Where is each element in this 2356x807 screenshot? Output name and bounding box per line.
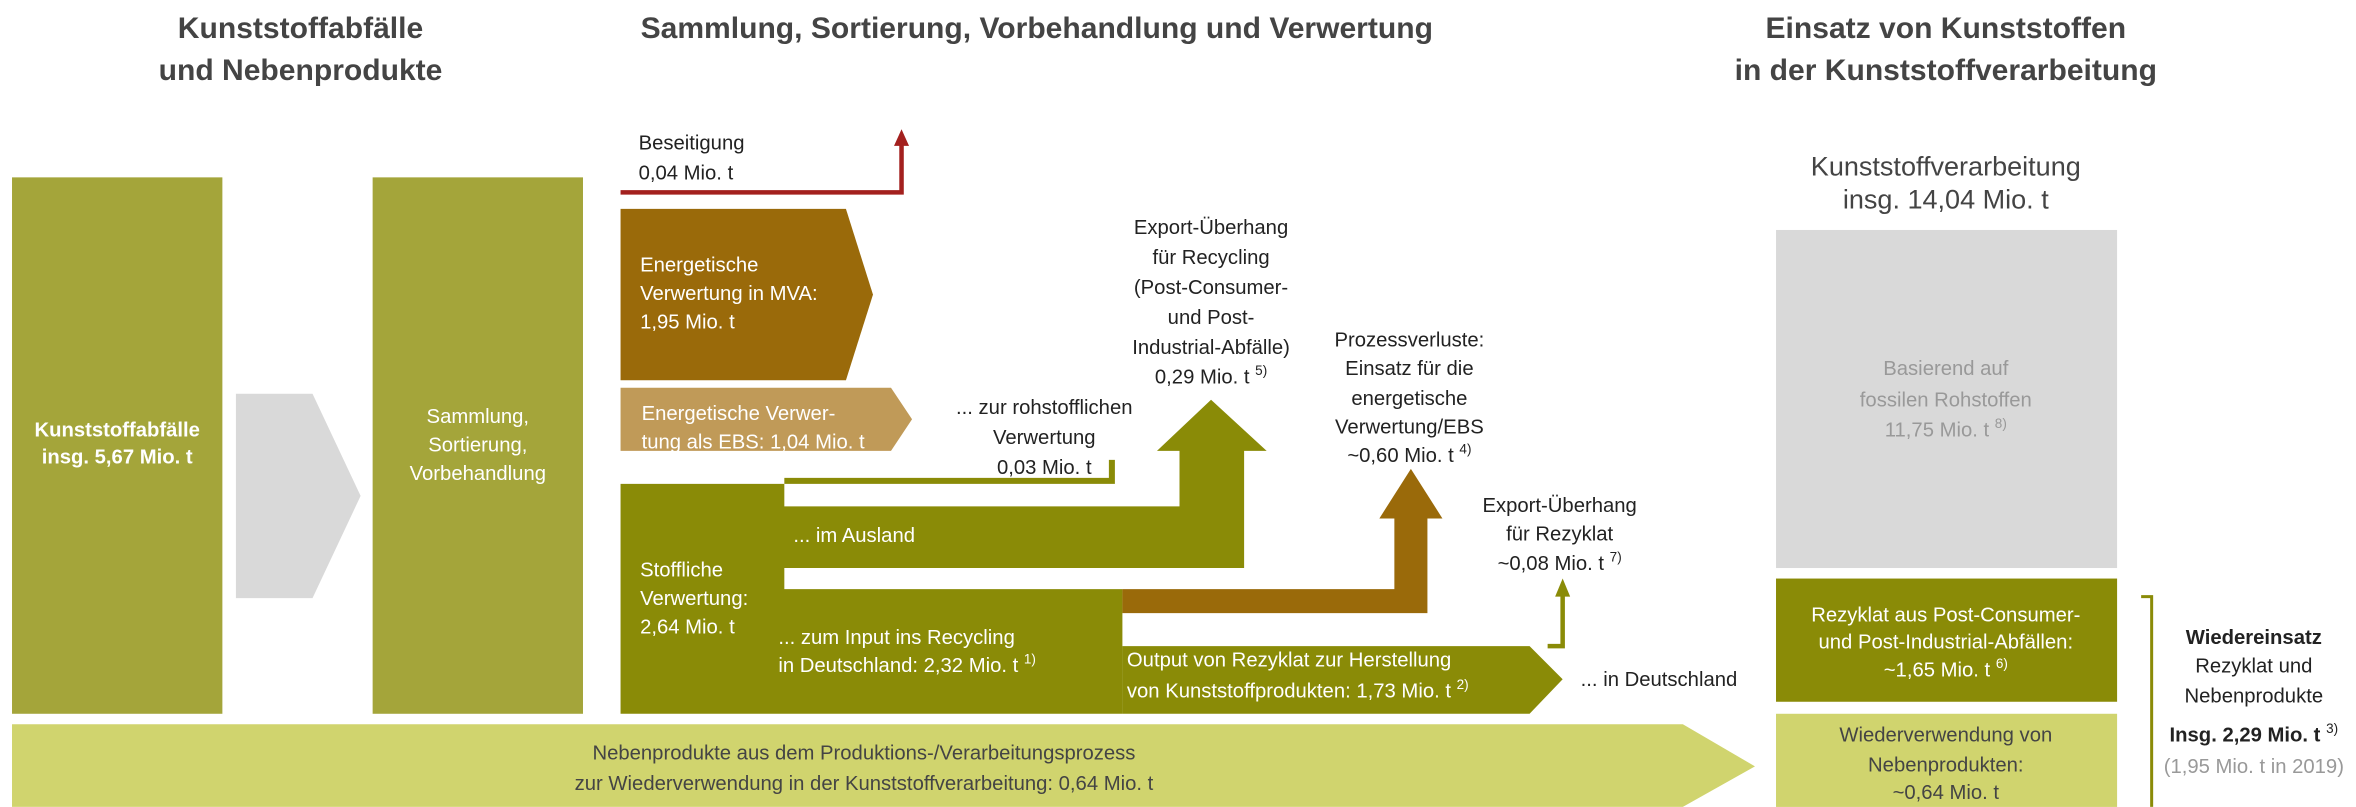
output-arrow — [1122, 646, 1563, 714]
header: Kunststoffabfälle — [178, 12, 423, 45]
footnote: 5) — [1255, 363, 1267, 378]
label: Sortierung, — [428, 435, 527, 457]
label: für Recycling — [1152, 247, 1269, 269]
waste-box — [12, 177, 223, 714]
label: Beseitigung — [639, 133, 745, 155]
label: Stoffliche — [640, 559, 723, 581]
label: ~0,08 Mio. t 7) — [1498, 549, 1622, 575]
label: für Rezyklat — [1506, 523, 1613, 545]
label: insg. 14,04 Mio. t — [1843, 185, 2049, 215]
amount: in Deutschland: 2,32 Mio. t — [778, 656, 1018, 678]
label: 11,75 Mio. t 8) — [1885, 415, 2007, 441]
label: fossilen Rohstoffen — [1860, 390, 2032, 412]
label: Output von Rezyklat zur Herstellung — [1127, 650, 1451, 672]
label: Prozessverluste: — [1334, 330, 1484, 352]
footnote: 6) — [1996, 656, 2008, 671]
label: Export-Überhang — [1482, 495, 1636, 517]
labels: Kunststoffabfälle insg. 5,67 Mio. t Samm… — [34, 133, 2344, 804]
label: Wiedereinsatz — [2186, 627, 2322, 649]
amount: von Kunststoffprodukten: 1,73 Mio. t — [1127, 681, 1451, 703]
label: und Post- — [1168, 307, 1255, 329]
label: 2,64 Mio. t — [640, 616, 735, 638]
label: Verwertung in MVA: — [640, 283, 818, 305]
label: Industrial-Abfälle) — [1132, 337, 1290, 359]
arrow — [235, 393, 361, 599]
label: ~0,60 Mio. t 4) — [1347, 441, 1471, 467]
amount: 0,29 Mio. t — [1155, 367, 1250, 389]
label: Einsatz für die — [1345, 358, 1473, 380]
label: Energetische — [640, 254, 758, 276]
amount: 11,75 Mio. t — [1885, 420, 1990, 442]
label: Kunststoffverarbeitung — [1811, 151, 2081, 181]
amount: ~0,60 Mio. t — [1347, 445, 1454, 467]
label: ~1,65 Mio. t 6) — [1884, 656, 2008, 682]
mva-arrow — [620, 208, 873, 381]
label: Rezyklat aus Post-Consumer- — [1811, 604, 2080, 626]
label: zur Wiederverwendung in der Kunststoffve… — [575, 773, 1154, 795]
label: Energetische Verwer- — [642, 403, 836, 425]
material-flow — [620, 399, 1267, 714]
disposal-line — [620, 144, 904, 195]
label: ... zur rohstofflichen — [956, 397, 1132, 419]
label: 0,04 Mio. t — [639, 163, 734, 185]
reuse-box — [1776, 713, 2118, 807]
label: Insg. 2,29 Mio. t 3) — [2170, 720, 2339, 746]
label: Nebenprodukte aus dem Produktions-/Verar… — [592, 743, 1135, 765]
label: ~0,64 Mio. t — [1893, 782, 2000, 804]
header: Einsatz von Kunststoffen — [1766, 12, 2127, 45]
ebs-arrow — [620, 387, 913, 451]
label: (Post-Consumer- — [1134, 277, 1288, 299]
footnote: 2) — [1457, 677, 1469, 692]
header: Sammlung, Sortierung, Vorbehandlung und … — [641, 12, 1433, 45]
label: Vorbehandlung — [410, 463, 546, 485]
collection-box — [372, 177, 583, 714]
label: Verwertung: — [640, 588, 748, 610]
label: Export-Überhang — [1134, 217, 1288, 239]
header: in der Kunststoffverarbeitung — [1735, 54, 2157, 87]
arrowhead — [1555, 578, 1571, 597]
label: in Deutschland: 2,32 Mio. t 1) — [778, 651, 1036, 677]
amount: ~1,65 Mio. t — [1884, 660, 1991, 682]
amount: ~0,08 Mio. t — [1498, 553, 1605, 575]
label: von Kunststoffprodukten: 1,73 Mio. t 2) — [1127, 677, 1469, 703]
label: Basierend auf — [1883, 358, 2008, 380]
label: insg. 5,67 Mio. t — [42, 447, 193, 469]
recyclate-box — [1776, 578, 2118, 702]
footnote: 4) — [1459, 441, 1471, 456]
label: 0,03 Mio. t — [997, 457, 1092, 479]
footnote: 3) — [2326, 720, 2338, 735]
label: tung als EBS: 1,04 Mio. t — [642, 432, 865, 454]
bracket — [2141, 595, 2154, 807]
label: ... im Ausland — [793, 525, 915, 547]
byproducts-arrow — [12, 724, 1755, 807]
export-line — [1547, 595, 1565, 649]
losses-flow — [1122, 468, 1443, 614]
amount: Insg. 2,29 Mio. t — [2170, 725, 2321, 747]
label: Wiederverwendung von — [1839, 725, 2052, 747]
footnote: 1) — [1024, 651, 1036, 666]
label: 1,95 Mio. t — [640, 311, 735, 333]
label: und Post-Industrial-Abfällen: — [1819, 632, 2074, 654]
label: ... in Deutschland — [1581, 669, 1738, 691]
label: ... zum Input ins Recycling — [778, 627, 1015, 649]
label: energetische — [1351, 388, 1467, 410]
feedstock-line — [784, 459, 1115, 484]
fossil-box — [1776, 229, 2118, 569]
footnote: 7) — [1610, 549, 1622, 564]
label: (1,95 Mio. t in 2019) — [2164, 756, 2344, 778]
label: Kunststoffabfälle — [34, 420, 200, 442]
header: und Nebenprodukte — [159, 54, 443, 87]
label: Nebenprodukte — [2185, 686, 2324, 708]
arrowhead — [894, 129, 910, 146]
label: Sammlung, — [427, 406, 530, 428]
label: Verwertung — [993, 427, 1096, 449]
label: Verwertung/EBS — [1335, 417, 1484, 439]
footnote: 8) — [1995, 415, 2007, 430]
label: Rezyklat und — [2195, 656, 2312, 678]
label: Nebenprodukten: — [1868, 755, 2024, 777]
label: 0,29 Mio. t 5) — [1155, 363, 1267, 389]
